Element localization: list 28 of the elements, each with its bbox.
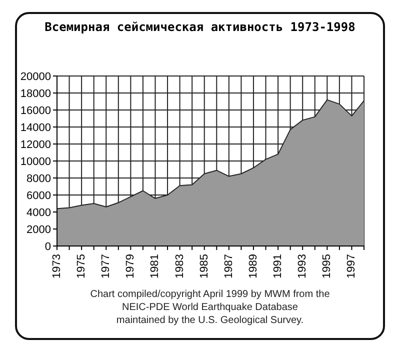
y-tick-label: 2000: [26, 224, 51, 236]
y-tick-label: 10000: [20, 156, 51, 168]
x-tick-label: 1977: [100, 254, 112, 278]
y-tick-label: 16000: [20, 104, 51, 117]
x-tick-label: 1973: [51, 254, 63, 278]
x-tick-label: 1983: [174, 254, 186, 278]
text: NEIC-PDE World Earthquake Database: [120, 301, 299, 314]
y-tick-label: 6000: [26, 190, 51, 202]
x-tick-label: 1997: [346, 254, 358, 278]
text: maintained by the U.S. Geological Survey.: [115, 314, 305, 327]
x-tick-label: 1987: [222, 254, 235, 278]
y-tick-label: 12000: [20, 138, 51, 151]
x-tick-label: 1989: [247, 254, 260, 278]
x-tick-label: 1993: [296, 254, 309, 278]
y-tick-label: 0: [44, 240, 51, 253]
chart-title: Всемирная сейсмическая активность 1973-1998: [44, 20, 356, 34]
y-tick-label: 4000: [26, 206, 51, 219]
y-tick-label: 14000: [20, 122, 51, 134]
x-tick-label: 1995: [321, 254, 334, 278]
x-tick-label: 1991: [272, 254, 284, 278]
x-tick-label: 1979: [124, 254, 137, 278]
x-tick-label: 1975: [76, 254, 88, 278]
x-tick-label: 1985: [198, 254, 210, 278]
y-tick-label: 18000: [20, 88, 51, 100]
y-tick-label: 8000: [26, 172, 51, 185]
y-tick-label: 20000: [20, 70, 51, 83]
x-tick-label: 1981: [149, 254, 162, 278]
text: Chart compiled/copyright April 1999 by MWM from the: [89, 288, 331, 301]
